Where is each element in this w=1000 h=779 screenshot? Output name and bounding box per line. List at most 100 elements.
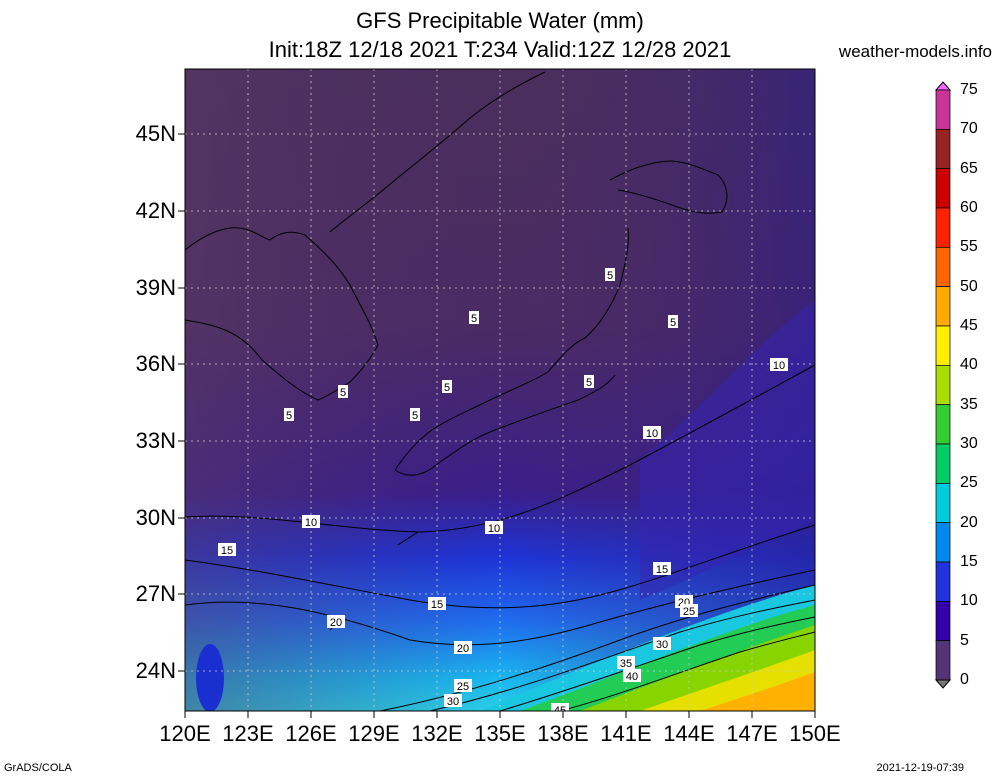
colorbar-swatch xyxy=(935,207,951,248)
contour-label: 15 xyxy=(653,562,671,576)
colorbar-level-label: 15 xyxy=(960,553,978,570)
contour-label: 5 xyxy=(668,315,678,329)
colorbar-swatch xyxy=(935,600,951,642)
lon-tick-label: 123E xyxy=(222,721,274,746)
contour-label: 45 xyxy=(551,703,569,717)
colorbar-level-label: 50 xyxy=(960,277,978,295)
colorbar-max-arrow xyxy=(934,81,952,91)
contour-label: 15 xyxy=(218,543,236,557)
map-subtitle: Init:18Z 12/18 2021 T:234 Valid:12Z 12/2… xyxy=(268,37,732,62)
colorbar-swatch xyxy=(935,522,951,563)
contour-label: 5 xyxy=(442,380,452,394)
contour-label: 40 xyxy=(623,669,641,683)
svg-text:30: 30 xyxy=(656,639,668,651)
lat-tick-label: 36N xyxy=(135,351,176,376)
colorbar-level-label: 10 xyxy=(960,592,978,610)
lat-tick-label: 30N xyxy=(135,505,176,530)
colorbar-swatch xyxy=(935,364,951,406)
brand-label: weather-models.info xyxy=(838,42,992,61)
svg-text:15: 15 xyxy=(656,564,668,576)
svg-text:5: 5 xyxy=(412,410,418,422)
lon-tick-label: 135E xyxy=(474,721,526,746)
footer-timestamp: 2021-12-19-07:39 xyxy=(876,762,964,774)
svg-text:10: 10 xyxy=(773,360,785,372)
colorbar-level-label: 30 xyxy=(960,435,978,452)
svg-text:15: 15 xyxy=(221,545,233,557)
lon-tick-label: 141E xyxy=(600,721,652,746)
contour-label: 10 xyxy=(302,515,320,529)
lon-tick-label: 132E xyxy=(411,721,463,746)
footer-credit: GrADS/COLA xyxy=(4,762,72,774)
contour-label: 30 xyxy=(444,694,462,708)
svg-text:30: 30 xyxy=(447,696,459,708)
svg-text:35: 35 xyxy=(620,658,632,670)
colorbar-level-label: 40 xyxy=(960,356,978,374)
colorbar-swatch xyxy=(935,482,951,524)
svg-text:5: 5 xyxy=(340,387,346,399)
contour-label: 5 xyxy=(338,385,348,399)
colorbar-level-label: 60 xyxy=(960,199,978,216)
svg-text:45: 45 xyxy=(554,705,566,717)
colorbar xyxy=(934,81,952,689)
svg-text:5: 5 xyxy=(286,410,292,422)
contour-label: 10 xyxy=(643,426,661,440)
lon-tick-label: 126E xyxy=(285,721,337,746)
map-title: GFS Precipitable Water (mm) xyxy=(356,8,644,33)
colorbar-level-label: 5 xyxy=(960,631,969,649)
colorbar-level-label: 75 xyxy=(960,81,978,98)
colorbar-swatch xyxy=(935,404,951,445)
contour-label: 10 xyxy=(485,521,503,535)
svg-text:5: 5 xyxy=(607,270,613,282)
svg-text:10: 10 xyxy=(305,517,317,529)
svg-text:40: 40 xyxy=(626,671,638,683)
contour-label: 30 xyxy=(653,637,671,651)
svg-text:20: 20 xyxy=(457,643,469,655)
lat-tick-label: 45N xyxy=(135,121,176,146)
colorbar-swatch xyxy=(935,561,951,602)
svg-text:15: 15 xyxy=(431,599,443,611)
contour-label: 5 xyxy=(284,408,294,422)
svg-text:5: 5 xyxy=(586,377,592,389)
colorbar-min-arrow xyxy=(934,679,952,689)
lat-tick-label: 42N xyxy=(135,198,176,223)
contour-label: 15 xyxy=(428,597,446,611)
colorbar-swatch xyxy=(935,443,951,484)
colorbar-swatch xyxy=(935,128,951,170)
colorbar-level-label: 45 xyxy=(960,317,978,334)
lon-tick-label: 120E xyxy=(159,721,211,746)
svg-text:10: 10 xyxy=(488,523,500,535)
svg-text:20: 20 xyxy=(330,617,342,629)
contour-label: 5 xyxy=(605,268,615,282)
colorbar-swatch xyxy=(935,168,951,209)
lon-tick-label: 150E xyxy=(789,721,841,746)
svg-text:5: 5 xyxy=(471,313,477,325)
colorbar-level-label: 70 xyxy=(960,120,978,138)
colorbar-level-label: 0 xyxy=(960,671,969,688)
contour-label: 20 xyxy=(454,641,472,655)
lat-tick-label: 24N xyxy=(135,658,176,683)
lat-tick-label: 33N xyxy=(135,428,176,453)
contour-label: 5 xyxy=(410,408,420,422)
colorbar-swatch xyxy=(935,325,951,366)
svg-text:25: 25 xyxy=(457,681,469,693)
lon-tick-label: 144E xyxy=(663,721,715,746)
contour-label: 20 xyxy=(327,615,345,629)
svg-text:5: 5 xyxy=(444,382,450,394)
colorbar-level-label: 20 xyxy=(960,513,978,531)
lon-tick-label: 129E xyxy=(348,721,400,746)
colorbar-swatch xyxy=(935,640,951,681)
svg-text:25: 25 xyxy=(683,606,695,618)
lon-tick-label: 147E xyxy=(726,721,778,746)
contour-label: 25 xyxy=(680,604,698,618)
contour-label: 35 xyxy=(617,656,635,670)
svg-text:5: 5 xyxy=(670,317,676,329)
colorbar-swatch xyxy=(935,286,951,327)
colorbar-swatch xyxy=(935,246,951,288)
lat-tick-label: 39N xyxy=(135,275,176,300)
colorbar-level-label: 35 xyxy=(960,395,978,413)
colorbar-level-label: 65 xyxy=(960,159,978,177)
contour-label: 5 xyxy=(469,311,479,325)
